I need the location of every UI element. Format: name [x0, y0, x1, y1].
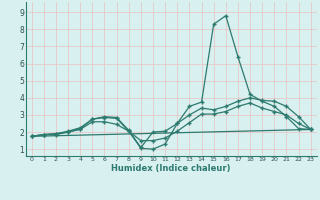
- X-axis label: Humidex (Indice chaleur): Humidex (Indice chaleur): [111, 164, 231, 173]
